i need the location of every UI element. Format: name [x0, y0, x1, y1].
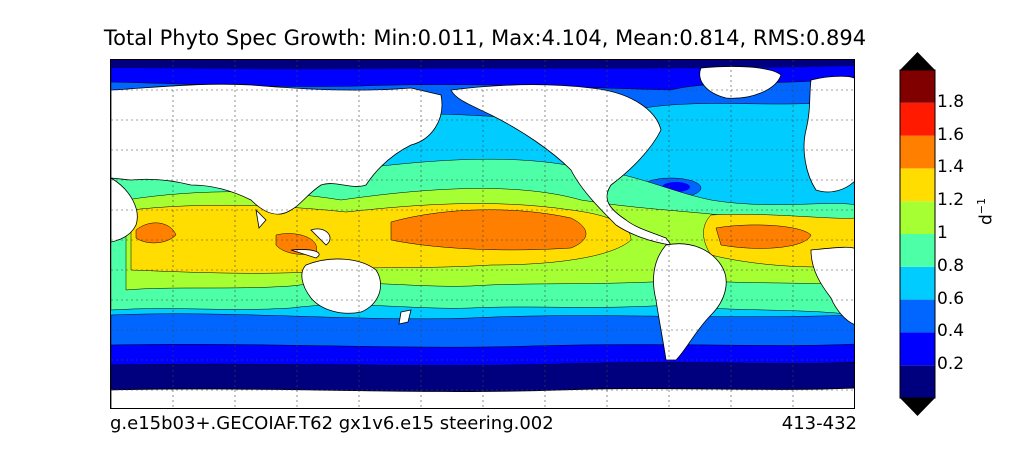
colorbar-unit-label: d−1	[975, 198, 997, 225]
colorbar	[899, 52, 936, 416]
colorbar-band	[900, 234, 935, 267]
colorbar-unit-exponent: −1	[975, 197, 988, 215]
colorbar-tick-label: 1.4	[937, 157, 965, 178]
colorbar-band	[900, 332, 935, 366]
colorbar-tick-label: 0.8	[937, 255, 965, 276]
colorbar-frame	[899, 69, 936, 399]
land-africa-west-edge	[111, 177, 138, 243]
colorbar-band	[900, 135, 935, 169]
land-europe-africa-east	[803, 75, 854, 193]
colorbar-band	[900, 70, 935, 103]
plot-title: Total Phyto Spec Growth: Min:0.011, Max:…	[103, 26, 867, 50]
colorbar-band	[900, 299, 935, 333]
colorbar-band	[900, 201, 935, 234]
map-panel	[110, 59, 855, 409]
land-australia	[301, 258, 381, 314]
land-south-america	[653, 243, 727, 361]
colorbar-tick-label: 1.2	[937, 190, 965, 211]
years-label: 413-432	[781, 413, 857, 434]
graticule	[111, 60, 854, 408]
colorbar-unit-base: d	[976, 214, 997, 225]
colorbar-band	[900, 168, 935, 202]
ocean-field-map	[111, 60, 854, 408]
colorbar-tick-label: 0.6	[937, 288, 965, 309]
colorbar-tick-label: 0.2	[937, 354, 965, 375]
colorbar-band	[900, 266, 935, 300]
land-antarctica	[111, 387, 854, 408]
colorbar-tick-label: 1.6	[937, 124, 965, 145]
colorbar-extend-min	[900, 398, 935, 416]
land-southern-africa	[810, 246, 854, 325]
colorbar-extend-max	[900, 52, 935, 70]
land-north-america	[450, 84, 672, 246]
colorbar-tick-label: 1	[937, 223, 948, 243]
colorbar-tick-label: 1.8	[937, 91, 965, 112]
colorbar-tick-label: 0.4	[937, 321, 965, 342]
colorbar-band	[900, 365, 935, 398]
land-new-zealand	[398, 309, 412, 325]
colorbar-band	[900, 102, 935, 136]
case-name-label: g.e15b03+.GECOIAF.T62 gx1v6.e15 steering…	[110, 413, 554, 434]
land-maritime-continent	[255, 208, 331, 259]
